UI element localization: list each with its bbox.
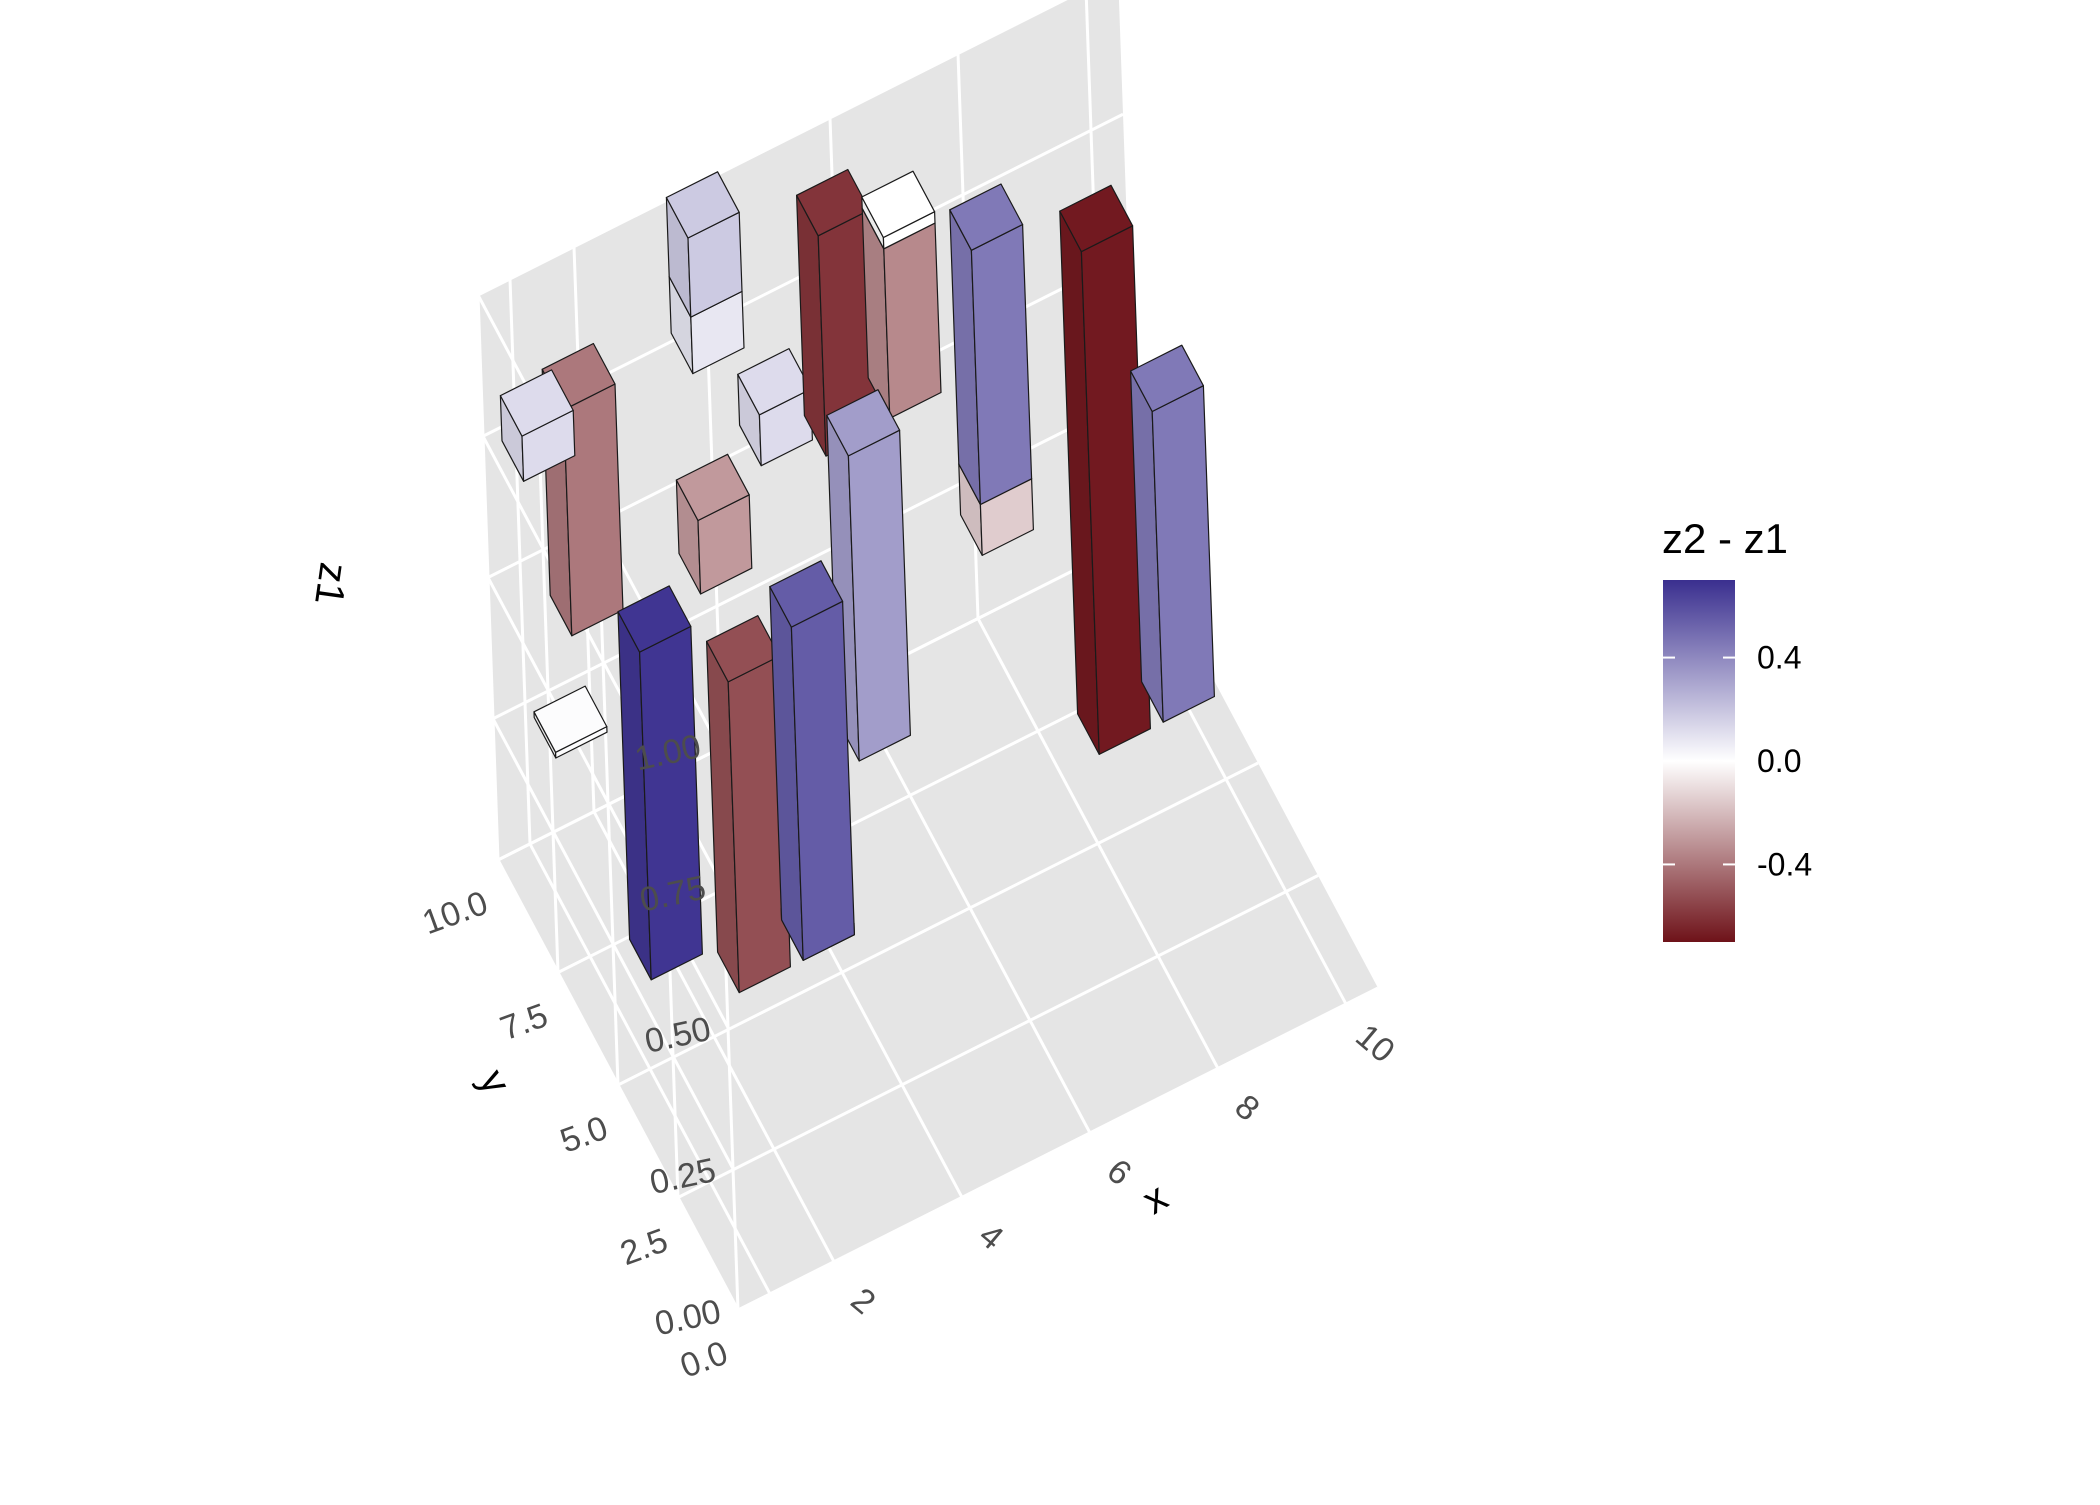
bar-top-face: [675, 453, 750, 522]
bar-front-face: [1151, 385, 1216, 723]
gridline-floor-y: [617, 761, 1259, 1087]
legend-ticks: 0.4 0.0 -0.4: [1663, 640, 1812, 882]
bar-2-7-13: [617, 585, 704, 981]
bar-4-6-18: [769, 560, 856, 962]
color-legend: z2 - z1 0.4 0.0 -0.4: [1662, 515, 1812, 942]
y-tick-label: 0.0: [675, 1334, 732, 1386]
bar-front-face: [638, 625, 704, 981]
gridline-leftwall-z: [496, 859, 740, 1311]
bar-top-face: [1129, 344, 1205, 413]
bar-top-face: [826, 389, 901, 457]
bar-top-face: [533, 685, 608, 753]
bar-top-face: [617, 585, 692, 653]
bar-top-face: [769, 560, 844, 628]
bar-10-7-15: [1129, 344, 1216, 723]
bar-6-9-9: [826, 389, 912, 762]
bars: [499, 168, 1216, 994]
legend-tick-label: -0.4: [1757, 846, 1812, 882]
bar-top-face: [861, 170, 936, 239]
x-tick-label: 4: [972, 1216, 1011, 1257]
bar-front-face: [790, 600, 856, 962]
legend-tick-label: 0.0: [1757, 743, 1801, 779]
legend-tick-label: 0.4: [1757, 640, 1801, 676]
gridline-floor-y: [677, 874, 1319, 1199]
bar-top-face: [499, 369, 574, 437]
bar-4-10-1: [675, 453, 753, 595]
bar-top-face: [705, 614, 781, 683]
y-tick-label: 10.0: [418, 884, 493, 942]
bar-1-9-8: [499, 369, 576, 482]
bar-top-face: [1059, 184, 1134, 253]
bar-4-10-3: [665, 171, 743, 318]
bar-top-face: [665, 171, 740, 239]
bar-6-10-5: [795, 168, 878, 457]
bar-top-face: [737, 348, 812, 416]
x-tick-label: 8: [1228, 1087, 1267, 1128]
bar-front-face: [847, 429, 912, 762]
y-axis-title: y: [470, 1063, 518, 1101]
bar-7-10-7: [861, 170, 936, 250]
bar-front-face: [883, 222, 942, 419]
x-tick-label: 2: [844, 1281, 883, 1322]
bar-front-face: [970, 223, 1033, 506]
y-tick-label: 7.5: [495, 996, 552, 1048]
bar-8-9-11: [949, 183, 1033, 506]
x-tick-label: 10: [1348, 1017, 1401, 1070]
gridline-backwall-z: [477, 0, 1068, 297]
x-axis-title: x: [1135, 1175, 1175, 1223]
y-tick-label: 5.0: [555, 1109, 612, 1161]
y-tick-label: 2.5: [615, 1221, 672, 1273]
bar-9-7-14: [1059, 184, 1152, 756]
z-axis-title: z1: [306, 560, 355, 608]
bar-1-8-12: [533, 685, 608, 759]
bar-5-10-4: [737, 348, 814, 467]
bar-top-face: [949, 183, 1024, 251]
x-tick-label: 6: [1100, 1152, 1139, 1193]
legend-title: z2 - z1: [1662, 515, 1788, 562]
bar-top-face: [795, 168, 871, 237]
gridline-leftwall-z: [491, 718, 735, 1170]
gridline-floor-y: [737, 986, 1379, 1312]
bar-2-10-0: [541, 342, 624, 637]
